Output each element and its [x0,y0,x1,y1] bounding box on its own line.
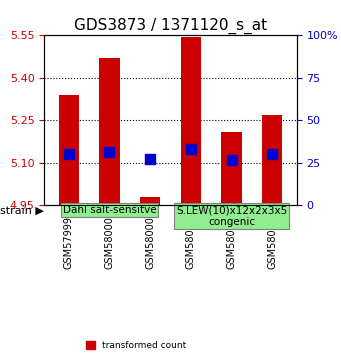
Text: strain ▶: strain ▶ [0,205,44,215]
Bar [262,115,282,205]
Legend: transformed count, percentile rank within the sample: transformed count, percentile rank withi… [82,337,259,354]
Bar [59,95,79,205]
Bar [221,132,242,205]
Text: S.LEW(10)x12x2x3x5
congenic: S.LEW(10)x12x2x3x5 congenic [176,205,287,227]
Bar [99,58,120,205]
Bar [181,37,201,205]
Text: Dahl salt-sensitve: Dahl salt-sensitve [63,205,156,215]
Title: GDS3873 / 1371120_s_at: GDS3873 / 1371120_s_at [74,18,267,34]
Bar [140,197,160,205]
